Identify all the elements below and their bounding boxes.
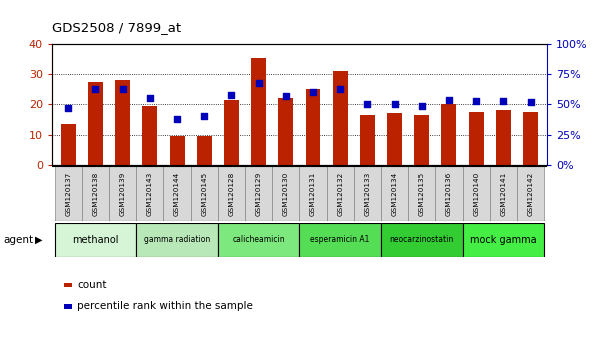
- Bar: [490, 166, 517, 221]
- Text: GSM120138: GSM120138: [92, 172, 98, 216]
- Bar: [327, 166, 354, 221]
- Bar: [381, 223, 463, 257]
- Bar: [463, 223, 544, 257]
- Bar: [88, 82, 103, 165]
- Bar: [299, 166, 327, 221]
- Bar: [115, 80, 130, 165]
- Bar: [272, 166, 299, 221]
- Point: [199, 114, 209, 119]
- Bar: [381, 166, 408, 221]
- Point: [499, 98, 508, 104]
- Point: [254, 80, 263, 86]
- Bar: [163, 166, 191, 221]
- Text: GSM120137: GSM120137: [65, 172, 71, 216]
- Text: calicheamicin: calicheamicin: [232, 235, 285, 244]
- Point: [525, 99, 535, 105]
- Point: [145, 96, 155, 101]
- Point: [227, 92, 236, 98]
- Bar: [191, 166, 218, 221]
- Point: [417, 103, 426, 108]
- Text: GSM120142: GSM120142: [527, 172, 533, 216]
- Text: gamma radiation: gamma radiation: [144, 235, 210, 244]
- Text: GSM120129: GSM120129: [255, 172, 262, 216]
- Bar: [387, 113, 402, 165]
- Point: [335, 86, 345, 92]
- Text: GSM120132: GSM120132: [337, 172, 343, 216]
- Point: [308, 90, 318, 95]
- Bar: [142, 106, 157, 165]
- Bar: [496, 110, 511, 165]
- Point: [471, 98, 481, 104]
- Bar: [60, 124, 76, 165]
- Point: [281, 93, 291, 99]
- Text: esperamicin A1: esperamicin A1: [310, 235, 370, 244]
- Text: GSM120139: GSM120139: [120, 172, 126, 216]
- Point: [64, 105, 73, 111]
- Bar: [218, 166, 245, 221]
- Text: ▶: ▶: [35, 235, 43, 245]
- Point: [90, 86, 100, 92]
- Text: GSM120145: GSM120145: [201, 172, 207, 216]
- Text: GSM120135: GSM120135: [419, 172, 425, 216]
- Text: GSM120140: GSM120140: [473, 172, 479, 216]
- Bar: [523, 112, 538, 165]
- Text: methanol: methanol: [72, 235, 119, 245]
- Point: [390, 102, 400, 107]
- Text: GSM120144: GSM120144: [174, 172, 180, 216]
- Text: GSM120134: GSM120134: [392, 172, 398, 216]
- Bar: [136, 166, 163, 221]
- Bar: [360, 115, 375, 165]
- Text: GDS2508 / 7899_at: GDS2508 / 7899_at: [52, 21, 181, 34]
- Bar: [197, 136, 211, 165]
- Text: GSM120143: GSM120143: [147, 172, 153, 216]
- Bar: [306, 89, 320, 165]
- Point: [444, 97, 454, 102]
- Text: GSM120130: GSM120130: [283, 172, 289, 216]
- Text: count: count: [77, 280, 106, 290]
- Bar: [279, 98, 293, 165]
- Text: GSM120128: GSM120128: [229, 172, 235, 216]
- Bar: [245, 166, 272, 221]
- Text: neocarzinostatin: neocarzinostatin: [390, 235, 454, 244]
- Bar: [442, 104, 456, 165]
- Bar: [414, 115, 430, 165]
- Text: GSM120133: GSM120133: [364, 172, 370, 216]
- Text: mock gamma: mock gamma: [470, 235, 536, 245]
- Point: [362, 102, 372, 107]
- Bar: [54, 166, 82, 221]
- Point: [118, 86, 128, 92]
- Bar: [82, 166, 109, 221]
- Text: GSM120136: GSM120136: [446, 172, 452, 216]
- Bar: [436, 166, 463, 221]
- Bar: [469, 112, 484, 165]
- Bar: [224, 100, 239, 165]
- Bar: [169, 136, 185, 165]
- Point: [172, 116, 182, 122]
- Bar: [517, 166, 544, 221]
- Text: GSM120131: GSM120131: [310, 172, 316, 216]
- Bar: [333, 72, 348, 165]
- Bar: [463, 166, 490, 221]
- Bar: [218, 223, 299, 257]
- Text: GSM120141: GSM120141: [500, 172, 507, 216]
- Bar: [354, 166, 381, 221]
- Text: percentile rank within the sample: percentile rank within the sample: [77, 301, 253, 311]
- Bar: [408, 166, 436, 221]
- Text: agent: agent: [3, 235, 33, 245]
- Bar: [136, 223, 218, 257]
- Bar: [54, 223, 136, 257]
- Bar: [109, 166, 136, 221]
- Bar: [251, 58, 266, 165]
- Bar: [299, 223, 381, 257]
